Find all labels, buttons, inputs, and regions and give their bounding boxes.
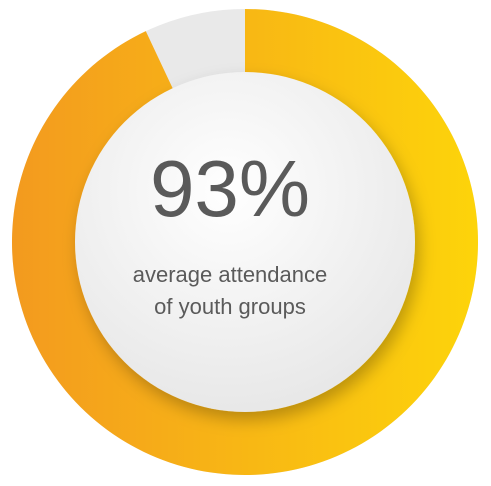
caption-line: average attendance <box>133 262 328 287</box>
value-label: 93% <box>150 144 310 233</box>
caption-line: of youth groups <box>154 294 306 319</box>
center-disc <box>75 72 415 412</box>
